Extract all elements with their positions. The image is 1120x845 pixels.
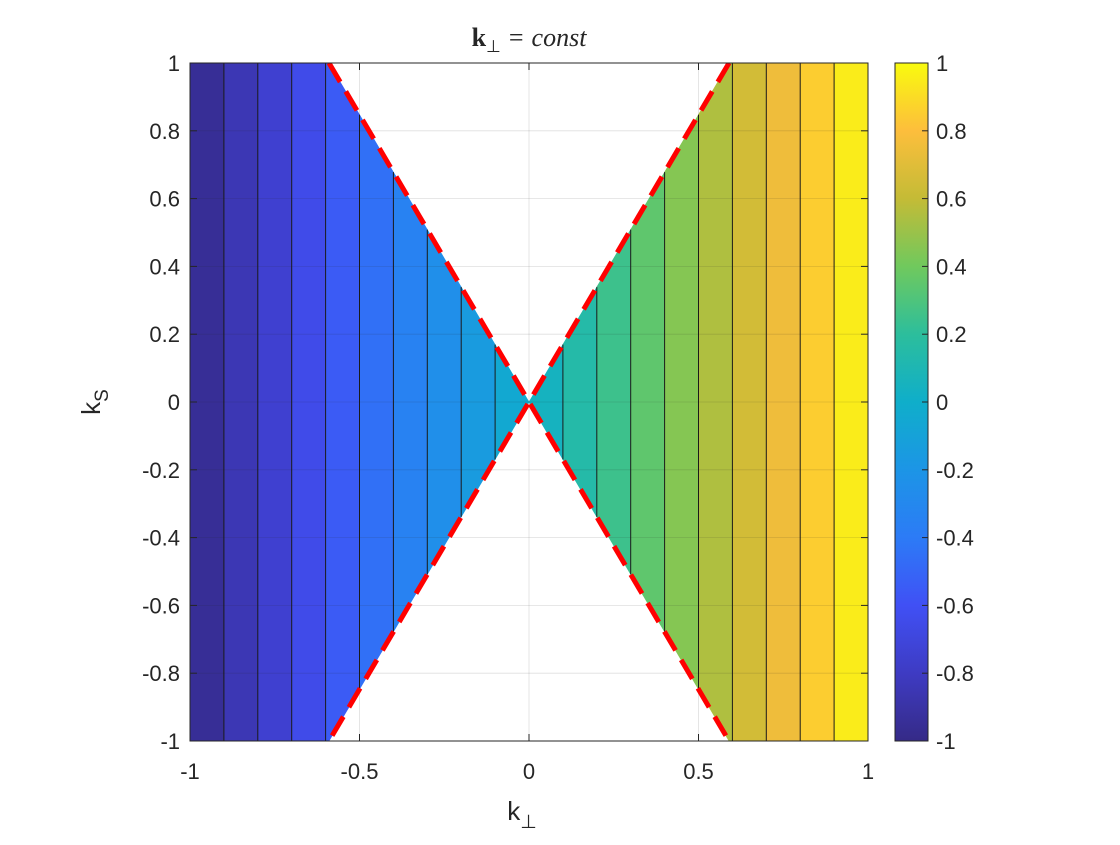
chart-title: k⊥ = const bbox=[472, 23, 588, 56]
colorbar-tick-label: 0.2 bbox=[936, 322, 967, 347]
colorbar-tick-label: -0.4 bbox=[936, 526, 974, 551]
x-tick-label: 1 bbox=[862, 759, 874, 784]
y-axis-label-sub: S bbox=[92, 389, 113, 402]
colorbar-tick-label: 0 bbox=[936, 390, 948, 415]
y-tick-label: -0.4 bbox=[142, 526, 180, 551]
y-tick-label: 0 bbox=[168, 390, 180, 415]
y-tick-label: -0.8 bbox=[142, 661, 180, 686]
x-axis-label-base: k bbox=[507, 796, 521, 826]
colorbar-tick-label: 0.4 bbox=[936, 254, 967, 279]
x-tick-label: -0.5 bbox=[341, 759, 379, 784]
colorbar-tick-label: -0.6 bbox=[936, 593, 974, 618]
title-subscript: ⊥ bbox=[486, 37, 501, 56]
x-tick-label: 0 bbox=[523, 759, 535, 784]
y-axis-label: kS bbox=[76, 389, 113, 415]
y-tick-label: 0.2 bbox=[149, 322, 180, 347]
colorbar-tick-label: -1 bbox=[936, 729, 956, 754]
colorbar-ticks: 1 0.8 0.6 0.4 0.2 0 -0.2 -0.4 -0.6 -0.8 -1 bbox=[922, 51, 974, 754]
title-equals: = bbox=[509, 23, 524, 52]
contour-line-layer bbox=[223, 63, 835, 741]
y-tick-label: 0.8 bbox=[149, 119, 180, 144]
colorbar-tick-label: 0.8 bbox=[936, 119, 967, 144]
y-tick-label: 1 bbox=[168, 51, 180, 76]
colorbar-tick-label: 0.6 bbox=[936, 187, 967, 212]
x-tick-label: -1 bbox=[180, 759, 200, 784]
colorbar-tick-label: -0.2 bbox=[936, 458, 974, 483]
axes-layer: -1 -0.5 0 0.5 1 1 0.8 0.6 0.4 0.2 0 -0.2 -0.4 -0.6 -0.… bbox=[142, 51, 874, 784]
x-axis-label: k⊥ bbox=[507, 796, 537, 833]
title-symbol: k bbox=[472, 23, 487, 52]
y-tick-label: 0.4 bbox=[149, 254, 180, 279]
y-tick-label: -1 bbox=[160, 729, 180, 754]
colorbar-tick-label: 1 bbox=[936, 51, 948, 76]
colorbar-tick-label: -0.8 bbox=[936, 661, 974, 686]
y-tick-label: -0.2 bbox=[142, 458, 180, 483]
contour-band bbox=[190, 63, 225, 741]
y-axis-label-base: k bbox=[76, 401, 106, 415]
y-tick-label: 0.6 bbox=[149, 187, 180, 212]
title-rhs: const bbox=[532, 23, 588, 52]
contour-fill-layer bbox=[190, 63, 868, 741]
x-tick-label: 0.5 bbox=[683, 759, 714, 784]
y-tick-label: -0.6 bbox=[142, 593, 180, 618]
x-axis-label-sub: ⊥ bbox=[520, 812, 537, 833]
